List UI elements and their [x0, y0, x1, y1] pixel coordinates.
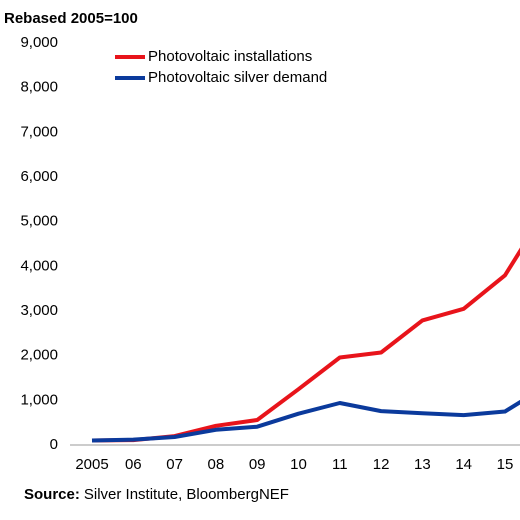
x-tick-label: 12: [373, 456, 390, 473]
y-tick-label: 2,000: [20, 347, 58, 364]
x-tick-label: 13: [414, 456, 431, 473]
legend-label: Photovoltaic silver demand: [148, 69, 327, 86]
series-line: [91, 247, 520, 443]
x-tick-label: 09: [249, 456, 266, 473]
source-text: Silver Institute, BloombergNEF: [84, 486, 289, 503]
legend-label: Photovoltaic installations: [148, 48, 312, 65]
x-tick-label: 10: [290, 456, 307, 473]
x-tick-label: 15: [497, 456, 514, 473]
x-tick-label: 07: [166, 456, 183, 473]
y-tick-label: 9,000: [20, 34, 58, 51]
y-tick-label: 6,000: [20, 168, 58, 185]
y-tick-label: 5,000: [20, 213, 58, 230]
chart-subtitle: Rebased 2005=100: [4, 10, 138, 27]
y-tick-label: 0: [50, 436, 58, 453]
x-tick-label: 14: [455, 456, 472, 473]
x-tick-label: 06: [125, 456, 142, 473]
y-tick-label: 7,000: [20, 123, 58, 140]
y-tick-label: 8,000: [20, 79, 58, 96]
y-tick-label: 1,000: [20, 391, 58, 408]
x-tick-label: 11: [332, 456, 348, 473]
source-label: Source:: [24, 486, 80, 503]
y-tick-label: 3,000: [20, 302, 58, 319]
series-line: [91, 399, 520, 443]
x-tick-label: 08: [208, 456, 225, 473]
y-tick-label: 4,000: [20, 257, 58, 274]
x-tick-label: 2005: [75, 456, 108, 473]
source-note: Source: Silver Institute, BloombergNEF: [24, 486, 289, 503]
